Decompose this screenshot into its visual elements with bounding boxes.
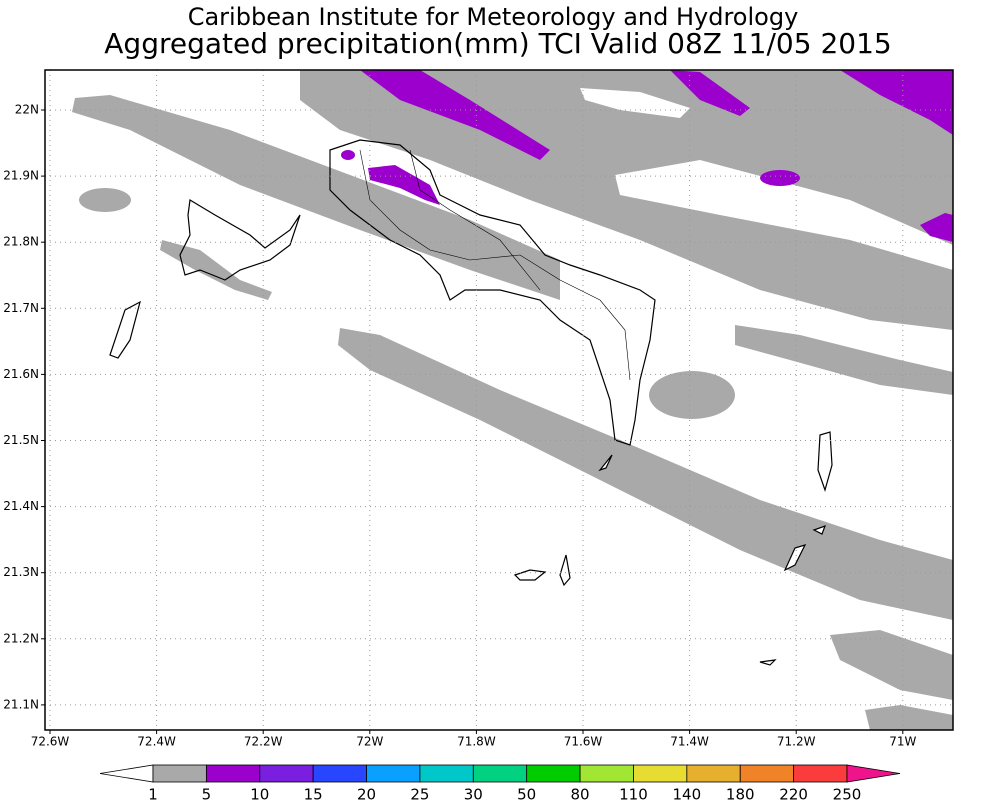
colorbar-segment bbox=[205, 764, 261, 783]
lon-label: 71.8W bbox=[457, 735, 496, 749]
lat-label: 21.5N bbox=[3, 433, 39, 447]
rain-area bbox=[300, 70, 953, 330]
lat-label: 21.3N bbox=[3, 565, 39, 579]
map-area bbox=[72, 70, 953, 730]
boundary bbox=[359, 149, 631, 381]
island bbox=[559, 554, 571, 587]
colorbar-segment bbox=[526, 764, 581, 783]
heavy-rain-area bbox=[368, 165, 440, 205]
island bbox=[513, 569, 547, 581]
subtitle: Aggregated precipitation(mm) TCI Valid 0… bbox=[104, 27, 891, 60]
lat-label: 21.7N bbox=[3, 301, 39, 315]
colorbar-label: 5 bbox=[202, 786, 212, 800]
colorbar-label: 80 bbox=[571, 786, 590, 800]
colorbar-label: 140 bbox=[673, 786, 702, 800]
lat-label: 21.8N bbox=[3, 235, 39, 249]
lon-label: 72.2W bbox=[244, 735, 283, 749]
lon-label: 71.6W bbox=[564, 735, 603, 749]
lat-label: 21.2N bbox=[3, 631, 39, 645]
colorbar-segment bbox=[739, 764, 795, 783]
rain-area bbox=[649, 371, 735, 419]
heavy-rain-area bbox=[360, 70, 550, 160]
lat-label: 21.9N bbox=[3, 169, 39, 183]
colorbar-segment bbox=[152, 764, 207, 783]
colorbar-segment bbox=[633, 764, 688, 783]
island bbox=[329, 139, 656, 446]
lat-label: 21.6N bbox=[3, 367, 39, 381]
colorbar-segment bbox=[419, 764, 474, 783]
colorbar-label: 30 bbox=[464, 786, 483, 800]
colorbar-segment bbox=[312, 764, 367, 783]
lon-label: 72.4W bbox=[137, 735, 176, 749]
colorbar-segment bbox=[686, 764, 741, 783]
island bbox=[783, 544, 807, 572]
dry-area bbox=[580, 88, 690, 118]
rain-area bbox=[735, 325, 953, 395]
island bbox=[759, 659, 777, 666]
colorbar-label: 25 bbox=[410, 786, 429, 800]
lat-label: 21.4N bbox=[3, 499, 39, 513]
colorbar-label: 180 bbox=[726, 786, 755, 800]
colorbar-segment bbox=[259, 764, 314, 783]
dry-area bbox=[615, 160, 953, 270]
lon-label: 72.6W bbox=[31, 735, 70, 749]
map-frame bbox=[44, 69, 954, 731]
rain-area bbox=[830, 630, 953, 700]
rain-area bbox=[160, 240, 272, 300]
graticule: 72.6W 72.4W 72.2W 72W 71.8W 71.6W 71.4W 71.2W 71… bbox=[3, 70, 953, 749]
colorbar-label: 220 bbox=[779, 786, 808, 800]
heavy-rain-area bbox=[341, 150, 355, 160]
colorbar-max bbox=[846, 764, 901, 783]
colorbar-label: 15 bbox=[304, 786, 323, 800]
rain-area bbox=[79, 188, 131, 212]
rain-area bbox=[72, 95, 560, 300]
island bbox=[598, 454, 613, 472]
colorbar-label: 250 bbox=[833, 786, 862, 800]
lon-label: 71W bbox=[889, 735, 916, 749]
island bbox=[817, 431, 833, 492]
lon-label: 72W bbox=[356, 735, 383, 749]
colorbar-min bbox=[99, 764, 154, 783]
boundary bbox=[409, 149, 541, 291]
heavy-rain-area bbox=[760, 170, 800, 186]
island bbox=[179, 199, 301, 281]
lon-label: 71.2W bbox=[777, 735, 816, 749]
colorbar-label: 50 bbox=[517, 786, 536, 800]
colorbar-label: 110 bbox=[619, 786, 648, 800]
colorbar-label: 10 bbox=[250, 786, 269, 800]
colorbar: 1 5 10 15 20 25 30 50 80 110 140 180 220 250 bbox=[99, 764, 901, 800]
colorbar-label: 1 bbox=[148, 786, 158, 800]
lat-label: 22N bbox=[15, 103, 39, 117]
rain-area bbox=[865, 705, 953, 730]
colorbar-segment bbox=[366, 764, 421, 783]
lat-label: 21.1N bbox=[3, 697, 39, 711]
lon-label: 71.4W bbox=[670, 735, 709, 749]
title: Caribbean Institute for Meteorology and … bbox=[188, 3, 799, 31]
island bbox=[109, 300, 141, 359]
heavy-rain-area bbox=[920, 213, 953, 242]
colorbar-segment bbox=[793, 764, 848, 783]
colorbar-segment bbox=[579, 764, 634, 783]
island bbox=[812, 524, 827, 535]
colorbar-label: 20 bbox=[357, 786, 376, 800]
colorbar-segment bbox=[472, 764, 528, 783]
heavy-rain-area bbox=[840, 70, 953, 135]
heavy-rain-area bbox=[670, 70, 750, 116]
